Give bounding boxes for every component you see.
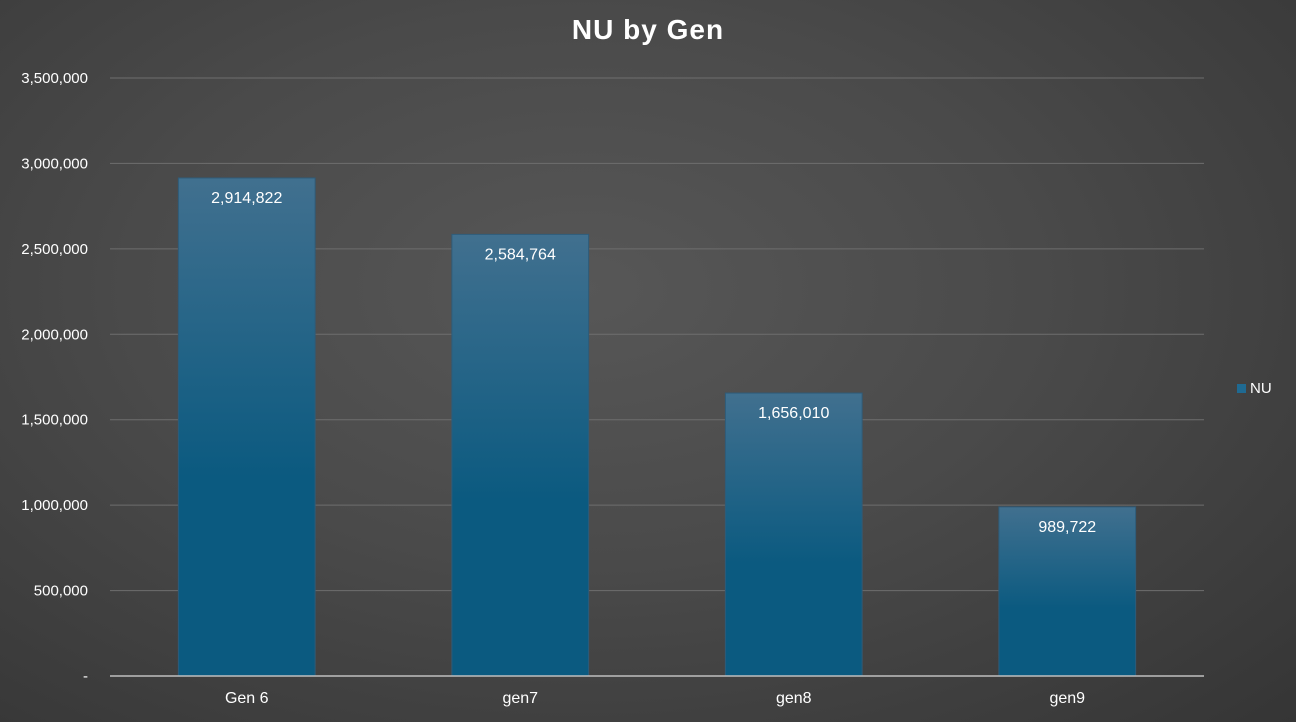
x-tick-label: gen8 [776,690,812,707]
bar-gen9 [998,506,1137,677]
data-label: 989,722 [1038,519,1096,536]
data-label: 2,584,764 [485,246,556,263]
y-tick-label: 1,000,000 [21,497,88,514]
y-tick-label: - [83,668,88,685]
chart-title: NU by Gen [571,14,725,45]
y-tick-label: 3,500,000 [21,70,88,87]
bars: 2,914,822 2,584,764 1,656,010 989,722 [177,177,1137,677]
axes: - 500,000 1,000,000 1,500,000 2,000,000 2,500… [21,70,1204,707]
y-tick-label: 3,000,000 [21,155,88,172]
legend-swatch [1237,384,1246,393]
data-label: 2,914,822 [211,190,282,207]
x-tick-label: Gen 6 [225,690,269,707]
x-tick-label: gen7 [502,690,538,707]
bar-gen7 [451,233,590,677]
bar-gen-6 [177,177,316,677]
x-tick-label: gen9 [1049,690,1085,707]
y-tick-label: 2,000,000 [21,326,88,343]
y-tick-label: 2,500,000 [21,241,88,258]
legend-label: NU [1250,380,1272,397]
y-tick-label: 500,000 [34,583,88,600]
legend: NU [1237,380,1272,397]
bar-gen8 [724,392,863,677]
y-tick-label: 1,500,000 [21,412,88,429]
data-label: 1,656,010 [758,405,829,422]
